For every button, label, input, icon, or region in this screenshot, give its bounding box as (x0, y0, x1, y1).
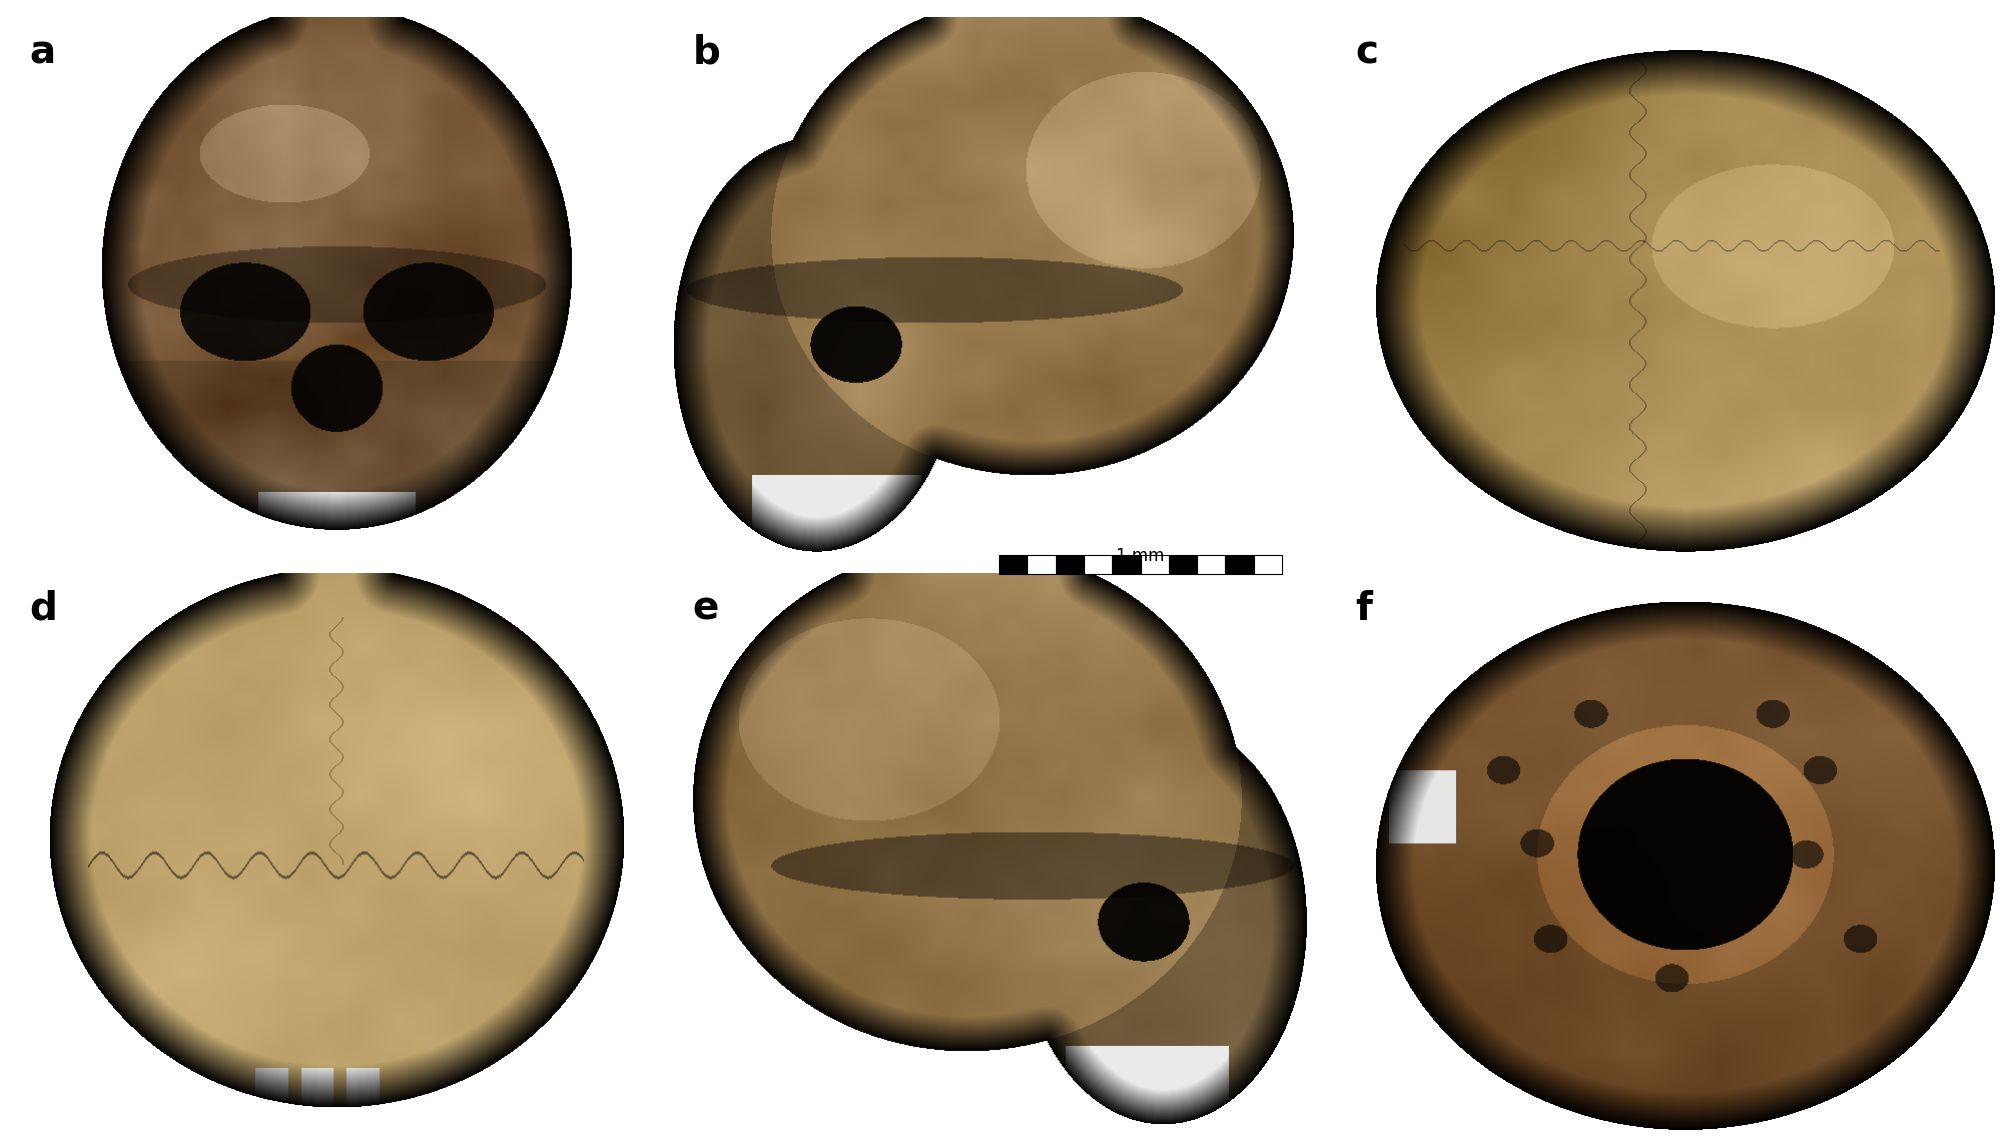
Text: e: e (692, 590, 719, 628)
Text: b: b (692, 33, 721, 71)
Bar (1056, 555, 1084, 573)
Bar (1140, 555, 1168, 573)
Bar (999, 555, 1028, 573)
Bar (1252, 555, 1280, 573)
Text: a: a (30, 33, 56, 71)
Text: 1 mm: 1 mm (1116, 547, 1164, 565)
Bar (1196, 555, 1224, 573)
Text: f: f (1355, 590, 1371, 628)
Bar (1084, 555, 1112, 573)
Text: c: c (1355, 33, 1379, 71)
Bar (1112, 555, 1140, 573)
Bar (1224, 555, 1252, 573)
Text: d: d (30, 590, 58, 628)
Bar (1168, 555, 1196, 573)
Bar (1028, 555, 1056, 573)
